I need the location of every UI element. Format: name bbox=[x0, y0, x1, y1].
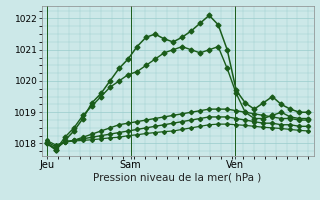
X-axis label: Pression niveau de la mer( hPa ): Pression niveau de la mer( hPa ) bbox=[93, 173, 262, 183]
